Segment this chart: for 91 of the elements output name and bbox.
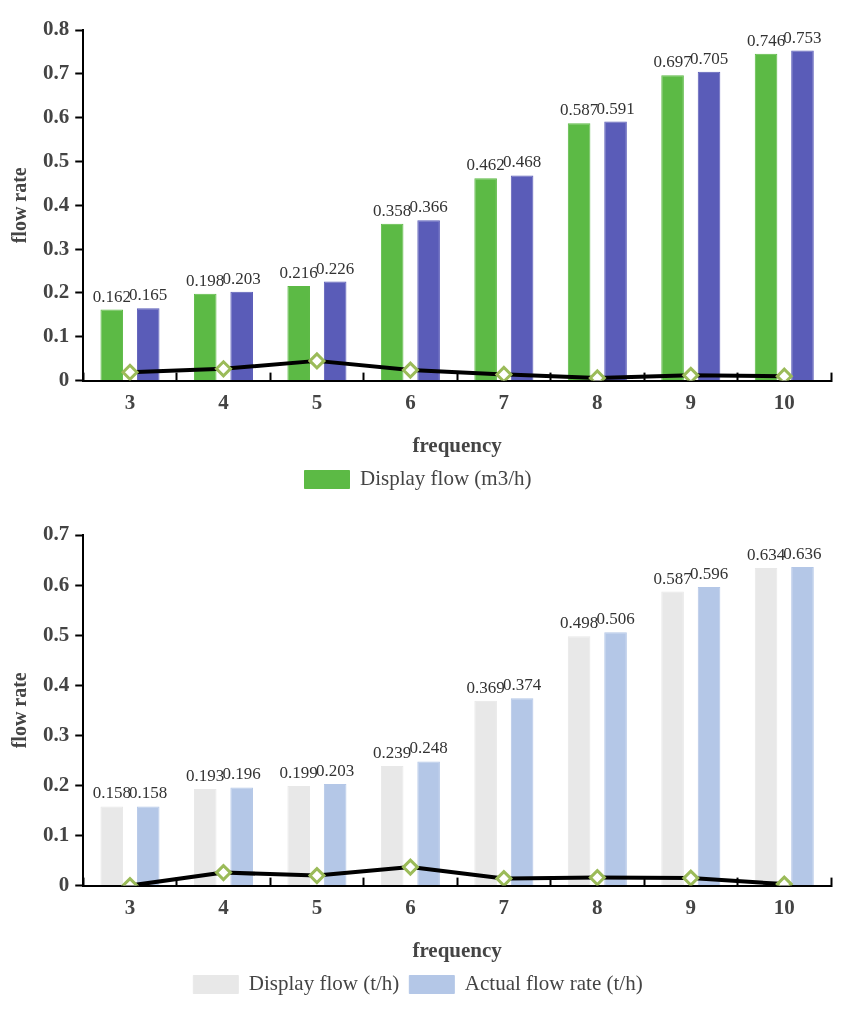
bar — [136, 806, 160, 886]
x-tick-label: 5 — [311, 389, 323, 414]
bar — [193, 293, 217, 381]
bar — [604, 121, 627, 381]
x-tick-label: 4 — [218, 389, 230, 414]
y-tick-label: 0.1 — [43, 323, 70, 348]
x-tick-label: 9 — [685, 894, 697, 919]
bar — [323, 783, 347, 886]
legend-label: Actual flow rate (t/h) — [464, 971, 643, 996]
data-label: 0.203 — [316, 760, 355, 780]
x-tick-label: 6 — [405, 389, 416, 414]
x-tick-label: 9 — [685, 389, 697, 414]
x-axis-title: frequency — [412, 937, 503, 962]
bar — [230, 291, 253, 381]
bar — [791, 567, 814, 886]
bar — [100, 309, 124, 381]
x-tick-label: 10 — [773, 894, 795, 919]
bar — [380, 765, 404, 886]
bar — [510, 698, 534, 886]
bar — [754, 53, 778, 381]
x-axis-title: frequency — [412, 432, 503, 457]
y-tick-label: 0.6 — [43, 104, 70, 129]
x-tick-label: 6 — [405, 894, 416, 919]
bar — [661, 75, 684, 381]
bar — [697, 71, 721, 381]
y-tick-label: 0.1 — [43, 821, 70, 846]
data-label: 0.369 — [466, 677, 505, 697]
bar — [791, 50, 814, 381]
y-tick-label: 0.5 — [43, 147, 70, 172]
legend-label: Display flow (t/h) — [248, 971, 400, 996]
bar — [697, 587, 721, 886]
y-tick-label: 0 — [58, 367, 70, 392]
data-label: 0.158 — [129, 783, 168, 803]
bar — [287, 785, 310, 886]
data-label: 0.193 — [186, 765, 225, 785]
y-tick-label: 0.8 — [43, 16, 70, 41]
bar — [567, 123, 591, 381]
bar — [136, 308, 160, 381]
y-axis-title: flow rate — [8, 167, 31, 244]
x-tick-label: 3 — [124, 389, 136, 414]
data-label: 0.165 — [129, 285, 168, 305]
y-tick-label: 0.2 — [43, 279, 70, 304]
y-tick-label: 0.2 — [43, 771, 70, 796]
y-tick-label: 0 — [58, 872, 70, 897]
data-label: 0.162 — [92, 286, 131, 306]
data-label: 0.196 — [222, 764, 261, 784]
bar — [754, 568, 778, 886]
data-label: 0.198 — [186, 270, 225, 290]
data-label: 0.158 — [92, 783, 131, 803]
data-label: 0.705 — [689, 48, 729, 68]
bar — [193, 788, 217, 886]
x-tick-label: 10 — [773, 389, 795, 414]
data-label: 0.587 — [559, 100, 599, 120]
x-tick-label: 7 — [498, 894, 510, 919]
bar — [661, 591, 684, 886]
data-label: 0.636 — [783, 544, 822, 564]
y-axis-title: flow rate — [8, 672, 31, 749]
data-label: 0.203 — [222, 268, 261, 288]
bar — [474, 700, 497, 886]
x-tick-label: 7 — [498, 389, 510, 414]
y-tick-label: 0.7 — [43, 521, 70, 546]
x-tick-label: 5 — [311, 894, 323, 919]
bar — [604, 632, 627, 886]
data-label: 0.216 — [279, 262, 318, 282]
legend-label: Display flow (m3/h) — [360, 466, 532, 491]
x-tick-label: 8 — [592, 389, 603, 414]
y-tick-label: 0.7 — [43, 60, 70, 85]
x-tick-label: 8 — [592, 894, 603, 919]
data-label: 0.462 — [466, 155, 505, 175]
x-tick-label: 4 — [218, 894, 230, 919]
y-tick-label: 0.3 — [43, 235, 70, 260]
bar — [417, 761, 440, 886]
data-label: 0.199 — [279, 762, 318, 782]
bar — [474, 178, 497, 381]
data-label: 0.591 — [596, 98, 635, 118]
y-tick-label: 0.4 — [43, 671, 70, 696]
bar — [510, 175, 534, 381]
bar — [323, 281, 347, 381]
x-tick-label: 3 — [124, 894, 136, 919]
bar — [380, 223, 404, 381]
y-tick-label: 0.6 — [43, 571, 70, 596]
bar — [287, 285, 310, 381]
y-tick-label: 0.3 — [43, 721, 70, 746]
y-tick-label: 0.5 — [43, 621, 70, 646]
y-tick-label: 0.4 — [43, 191, 70, 216]
bar — [100, 806, 124, 886]
data-label: 0.634 — [746, 545, 786, 565]
bar — [417, 220, 440, 381]
data-label: 0.226 — [316, 258, 355, 278]
bar — [230, 787, 253, 886]
bar — [567, 636, 591, 886]
